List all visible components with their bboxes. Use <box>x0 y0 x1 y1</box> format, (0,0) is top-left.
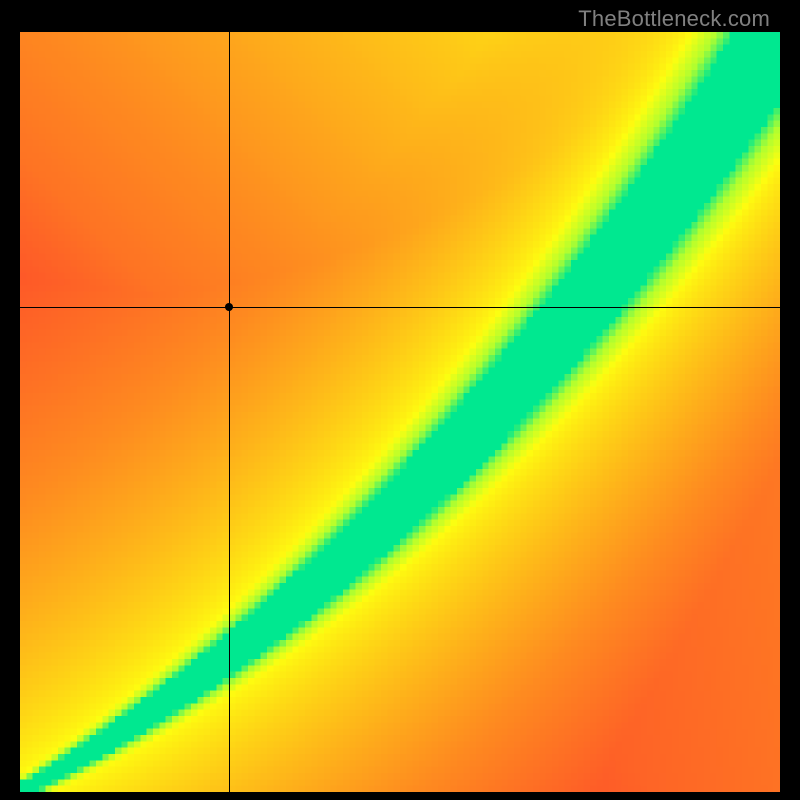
crosshair-horizontal <box>20 307 780 308</box>
chart-container: { "watermark": { "text": "TheBottleneck.… <box>0 0 800 800</box>
watermark-text: TheBottleneck.com <box>578 6 770 32</box>
heatmap-canvas <box>20 32 780 792</box>
crosshair-vertical <box>229 32 230 792</box>
